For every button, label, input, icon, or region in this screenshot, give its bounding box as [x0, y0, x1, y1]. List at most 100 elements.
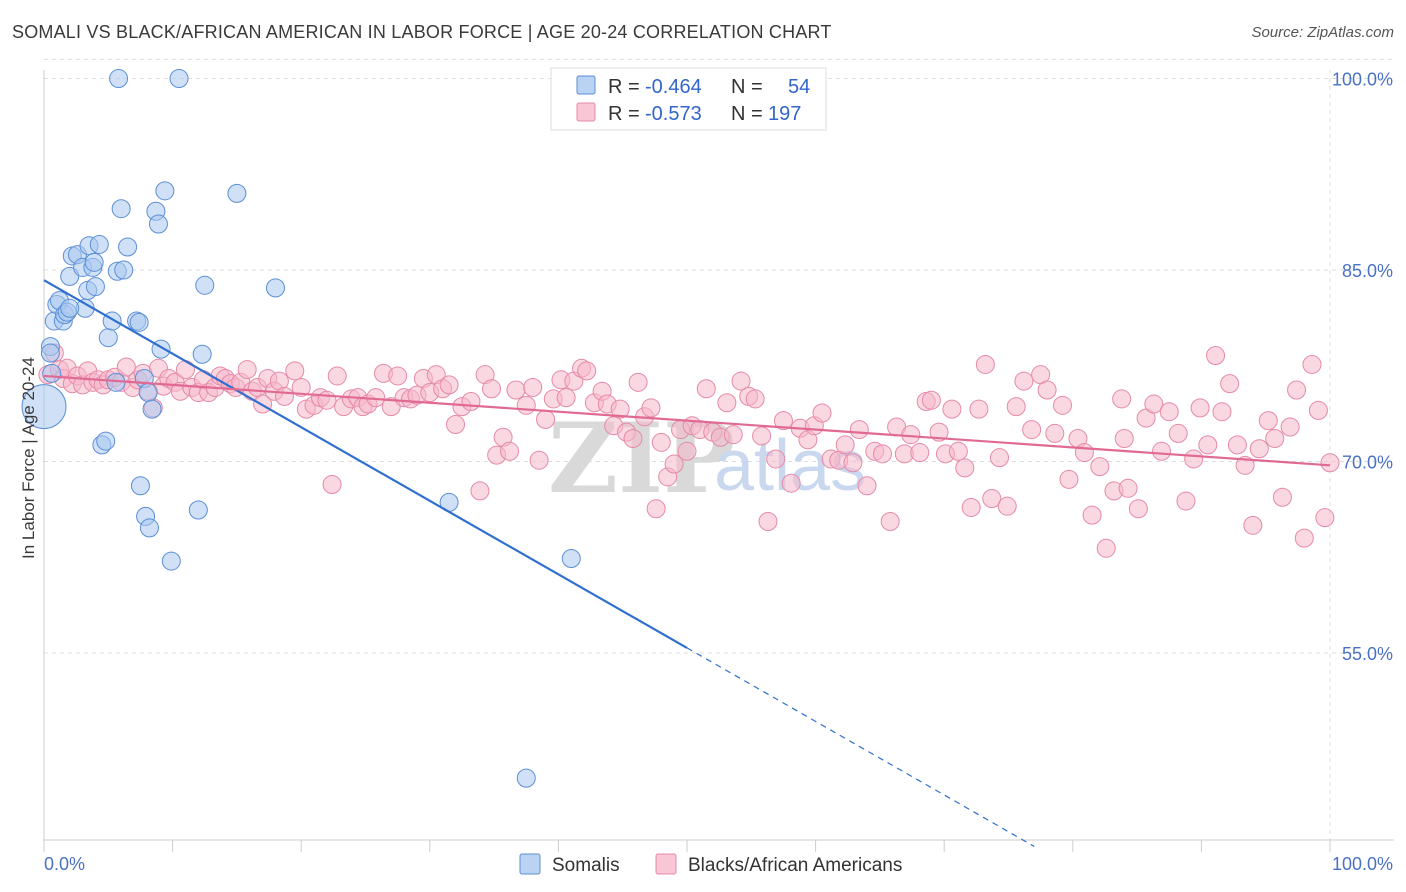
- blacks-point: [752, 426, 772, 446]
- blacks-point: [857, 476, 877, 496]
- blacks-point: [1168, 423, 1188, 443]
- y-tick-label-1: 70.0%: [1342, 452, 1393, 472]
- somalis-point: [96, 431, 116, 451]
- blacks-point: [1287, 380, 1307, 400]
- somalis-point: [169, 68, 189, 88]
- legend-r-label-somalis: R =: [608, 76, 640, 98]
- somalis-point: [148, 214, 168, 234]
- x-tick-label-1: 100.0%: [1332, 854, 1393, 874]
- blacks-point: [470, 481, 490, 501]
- blacks-trend-line: [43, 374, 1331, 467]
- blacks-point: [1220, 374, 1240, 394]
- blacks-point: [745, 389, 765, 409]
- blacks-point: [677, 441, 697, 461]
- bottom-legend: Somalis Blacks/African Americans: [519, 853, 902, 876]
- blacks-point: [388, 366, 408, 386]
- blacks-point: [1074, 443, 1094, 463]
- bottom-legend-swatch-blacks: [655, 853, 677, 875]
- blacks-point: [628, 372, 648, 392]
- blacks-point: [446, 414, 466, 434]
- somalis-point: [114, 260, 134, 280]
- bottom-legend-swatch-somalis: [519, 853, 541, 875]
- somalis-point: [161, 551, 181, 571]
- blacks-point: [327, 366, 347, 386]
- blacks-point: [1118, 478, 1138, 498]
- blacks-point: [1159, 402, 1179, 422]
- blacks-point: [880, 511, 900, 531]
- blacks-point: [1096, 538, 1116, 558]
- somalis-point: [142, 399, 162, 419]
- blacks-point: [758, 511, 778, 531]
- legend-swatch-somalis: [576, 75, 596, 95]
- blacks-point: [1315, 508, 1335, 528]
- x-tick-labels: 0.0% 100.0%: [44, 854, 1393, 874]
- blacks-point: [1014, 371, 1034, 391]
- y-tick-label-2: 85.0%: [1342, 261, 1393, 281]
- blacks-point: [610, 399, 630, 419]
- x-tick-label-0: 0.0%: [44, 854, 85, 874]
- somalis-point: [516, 768, 536, 788]
- blacks-point: [1176, 491, 1196, 511]
- blacks-point: [1280, 417, 1300, 437]
- blacks-point: [516, 395, 536, 415]
- blacks-point: [1212, 402, 1232, 422]
- blacks-point: [1112, 389, 1132, 409]
- blacks-point: [317, 390, 337, 410]
- chart-title: SOMALI VS BLACK/AFRICAN AMERICAN IN LABO…: [12, 22, 832, 42]
- blacks-point: [723, 425, 743, 445]
- blacks-point: [982, 489, 1002, 509]
- blacks-point: [175, 360, 195, 380]
- somalis-point: [188, 500, 208, 520]
- legend-n-label-somalis: N =: [731, 76, 763, 98]
- blacks-point: [696, 379, 716, 399]
- legend-box: [550, 67, 827, 131]
- blacks-point: [1006, 397, 1026, 417]
- legend-n-label-blacks: N =: [731, 103, 763, 125]
- somalis-point: [109, 68, 129, 88]
- blacks-point: [1308, 400, 1328, 420]
- bottom-legend-blacks: Blacks/African Americans: [688, 855, 902, 876]
- blacks-point: [929, 422, 949, 442]
- somalis-point: [155, 181, 175, 201]
- blacks-point: [641, 398, 661, 418]
- blacks-point: [1206, 346, 1226, 366]
- blacks-point: [291, 377, 311, 397]
- blacks-point: [1198, 435, 1218, 455]
- blacks-point: [116, 357, 136, 377]
- legend-r-value-somalis: -0.464: [645, 76, 702, 98]
- blacks-point: [500, 441, 520, 461]
- blacks-point: [1243, 515, 1263, 535]
- blacks-point: [1090, 457, 1110, 477]
- blacks-point: [731, 371, 751, 391]
- legend-r-label-blacks: R =: [608, 103, 640, 125]
- blacks-point: [1302, 354, 1322, 374]
- legend-n-value-somalis: 54: [788, 76, 810, 98]
- blacks-point: [651, 432, 671, 452]
- somalis-point: [89, 234, 109, 254]
- blacks-point: [948, 441, 968, 461]
- blacks-point: [1265, 429, 1285, 449]
- source-label: Source: ZipAtlas.com: [1251, 24, 1394, 41]
- bottom-legend-somalis: Somalis: [552, 855, 620, 876]
- somalis-trend-line: [43, 279, 688, 649]
- blacks-point: [843, 453, 863, 473]
- blacks-point: [461, 391, 481, 411]
- somalis-point: [21, 384, 67, 430]
- blacks-point: [1320, 453, 1340, 473]
- blacks-point: [910, 443, 930, 463]
- somalis-point: [227, 183, 247, 203]
- somalis-point: [84, 252, 104, 272]
- y-tick-labels: 55.0% 70.0% 85.0% 100.0%: [1332, 69, 1393, 664]
- blacks-point: [1152, 441, 1172, 461]
- somalis-point: [129, 312, 149, 332]
- blacks-point: [1022, 420, 1042, 440]
- blacks-point: [1045, 423, 1065, 443]
- blacks-point: [717, 393, 737, 413]
- blacks-point: [766, 449, 786, 469]
- blacks-point: [1227, 435, 1247, 455]
- somalis-point: [265, 278, 285, 298]
- y-tick-label-3: 100.0%: [1332, 69, 1393, 89]
- blacks-point: [921, 390, 941, 410]
- blacks-point: [989, 448, 1009, 468]
- series-blacks-points: [38, 343, 1340, 558]
